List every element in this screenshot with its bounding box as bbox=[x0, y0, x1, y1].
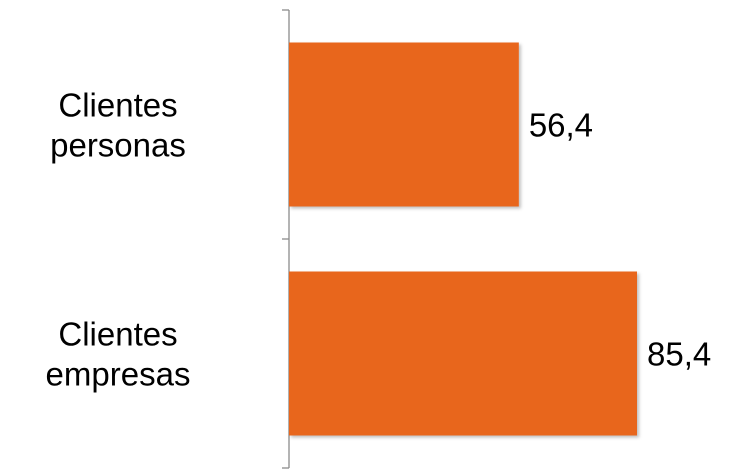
category-axis bbox=[282, 9, 290, 469]
bar bbox=[289, 271, 637, 436]
category-label: Clientes empresas bbox=[46, 316, 191, 393]
bars bbox=[289, 42, 637, 436]
value-label: 56,4 bbox=[529, 107, 593, 144]
category-label-line: Clientes bbox=[58, 316, 177, 353]
category-label-line: empresas bbox=[46, 356, 191, 393]
category-label: Clientes personas bbox=[50, 87, 186, 164]
value-labels: 56,4 85,4 bbox=[529, 107, 711, 373]
value-label: 85,4 bbox=[647, 336, 711, 373]
category-label-line: Clientes bbox=[58, 87, 177, 124]
category-label-line: personas bbox=[50, 127, 186, 164]
bar bbox=[289, 42, 519, 207]
